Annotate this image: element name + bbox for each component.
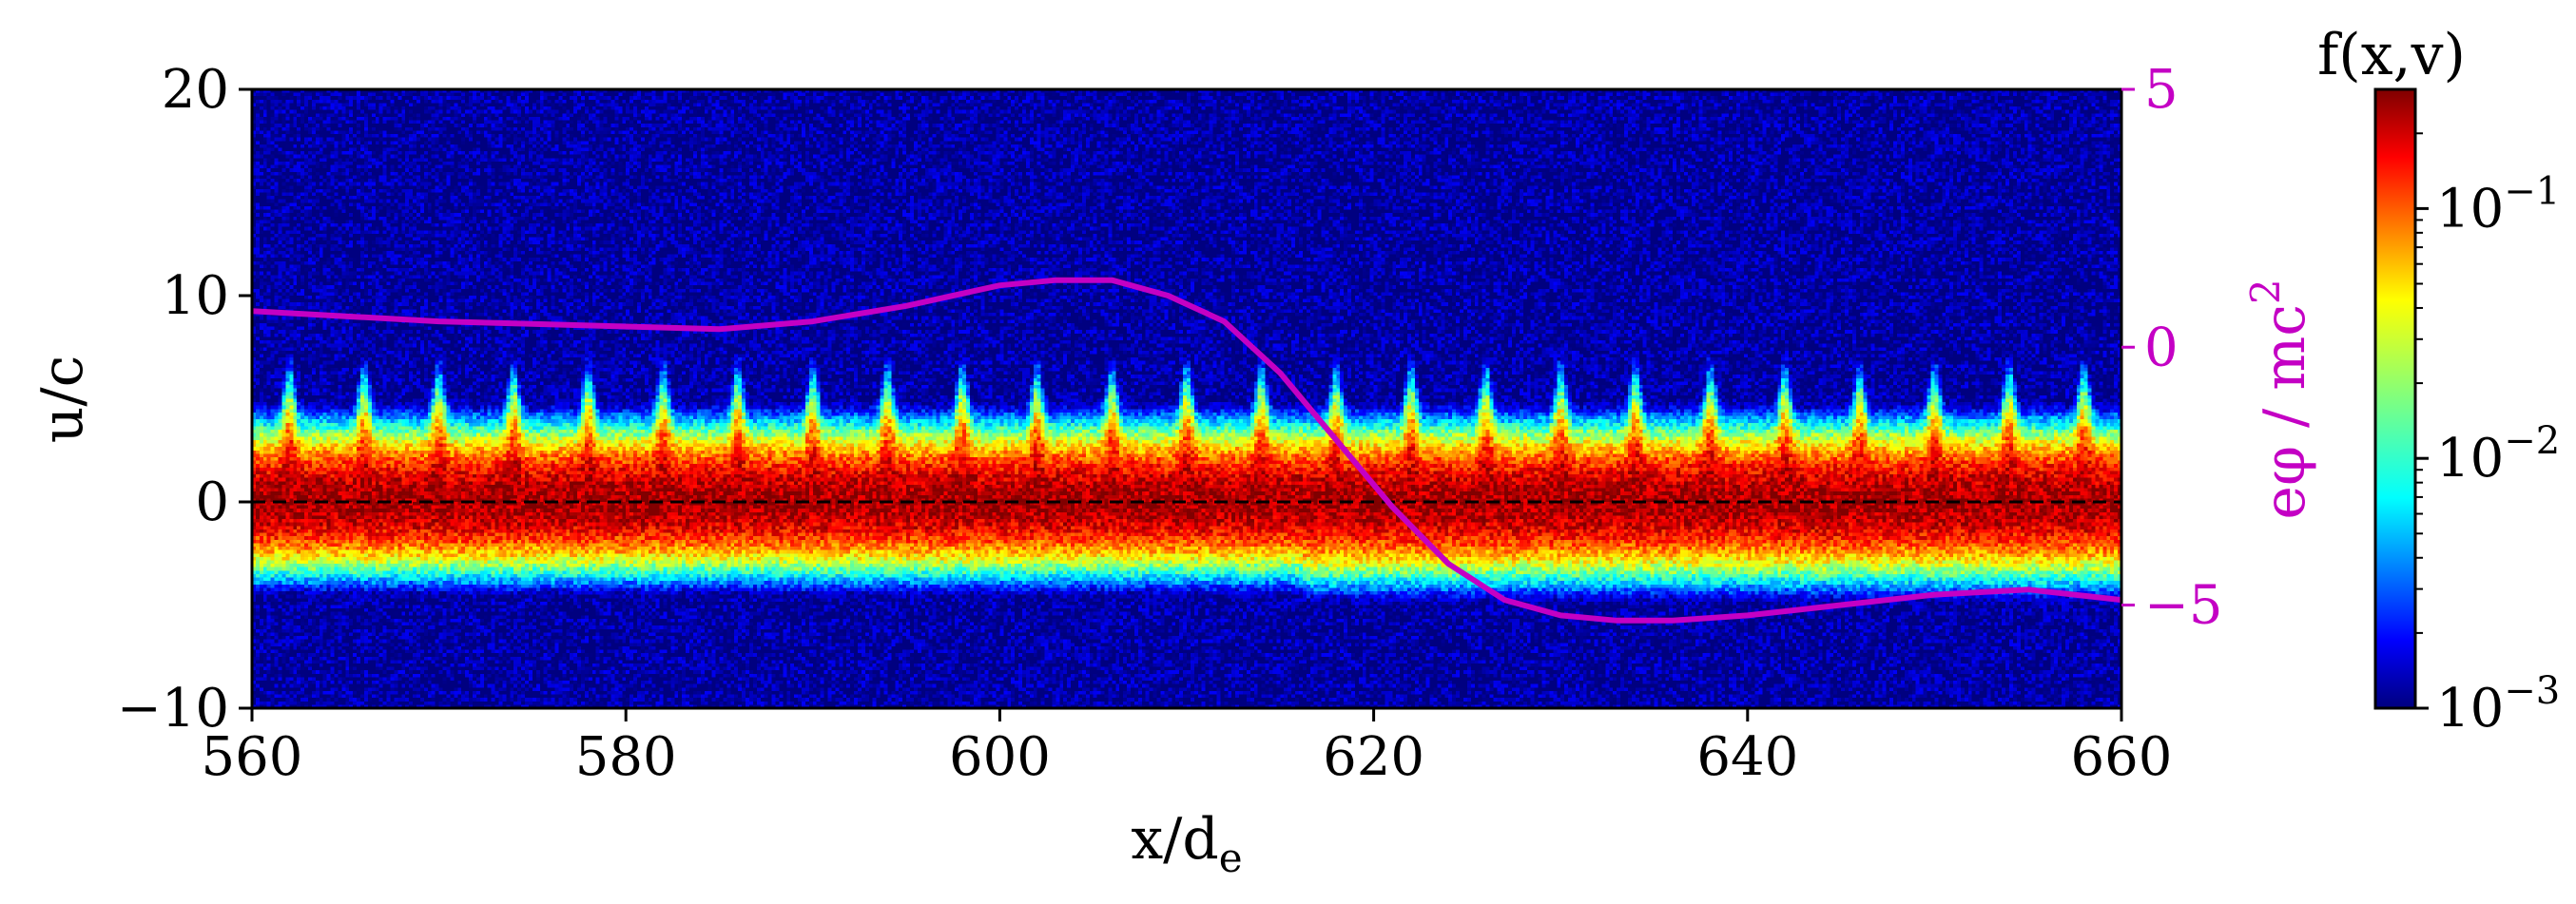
y-tick-label: 0: [195, 471, 229, 533]
x-tick-label: 620: [1323, 726, 1424, 788]
x-tick-label: 600: [949, 726, 1051, 788]
x-tick-label: 560: [202, 726, 303, 788]
colorbar-tick-label: 10−2: [2436, 419, 2560, 490]
y2-axis-ticks: −5 0 5: [2121, 59, 2223, 637]
phase-space-heatmap: [252, 89, 2121, 708]
y-tick-label: 20: [162, 59, 229, 121]
colorbar: f(x,v) 10−3 10−2 10−1: [2317, 22, 2560, 740]
plot-area: [252, 89, 2121, 708]
y2-axis-label: eφ / mc2: [2242, 279, 2318, 519]
x-tick-label: 580: [575, 726, 677, 788]
colorbar-tick-label: 10−1: [2436, 169, 2560, 240]
colorbar-title: f(x,v): [2317, 22, 2466, 88]
y-axis-ticks: −10 0 10 20: [117, 59, 252, 740]
y2-tick-label: 0: [2144, 317, 2179, 378]
colorbar-tick-label: 10−3: [2436, 669, 2560, 740]
colorbar-gradient: [2375, 89, 2415, 708]
x-axis-label: x/de: [1131, 806, 1242, 881]
x-tick-label: 640: [1696, 726, 1798, 788]
y2-tick-label: 5: [2144, 59, 2179, 121]
y-tick-label: −10: [117, 678, 229, 740]
colorbar-ticks: 10−3 10−2 10−1: [2415, 132, 2560, 740]
plot-frame: [250, 87, 2123, 710]
colorbar-frame: [2373, 87, 2417, 710]
y2-tick-label: −5: [2144, 575, 2223, 637]
x-tick-label: 660: [2071, 726, 2173, 788]
potential-series-line: [252, 277, 2121, 624]
y-tick-label: 10: [162, 265, 229, 327]
x-axis-ticks: 560 580 600 620 640 660: [202, 708, 2173, 788]
y-axis-label: u/c: [29, 356, 96, 443]
